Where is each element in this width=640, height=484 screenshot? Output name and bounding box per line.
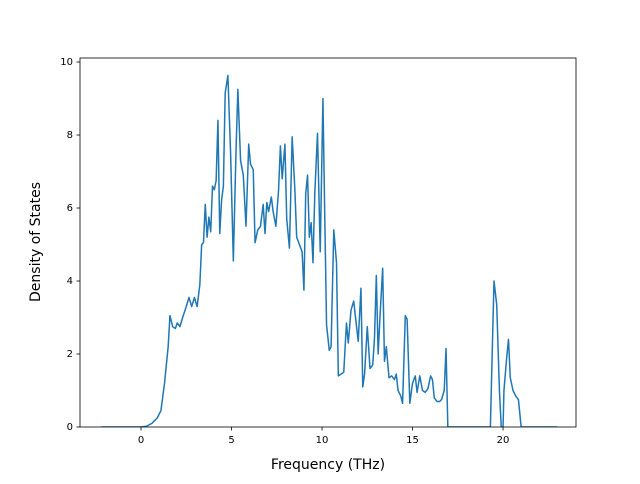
plot-frame (79, 57, 577, 428)
x-axis-label: Frequency (THz) (271, 457, 385, 473)
x-tick-label: 0 (138, 435, 144, 446)
y-tick-label: 0 (67, 422, 73, 433)
y-tick-label: 10 (60, 57, 73, 68)
x-tick-label: 20 (497, 435, 510, 446)
x-tick-label: 5 (228, 435, 234, 446)
y-tick-label: 2 (67, 349, 73, 360)
y-tick-label: 8 (67, 130, 73, 141)
x-tick-label: 15 (406, 435, 419, 446)
line (101, 74, 558, 427)
y-tick-label: 6 (67, 203, 73, 214)
y-axis-label: Density of States (28, 182, 44, 302)
x-tick-label: 10 (316, 435, 329, 446)
y-tick-label: 4 (67, 276, 73, 287)
